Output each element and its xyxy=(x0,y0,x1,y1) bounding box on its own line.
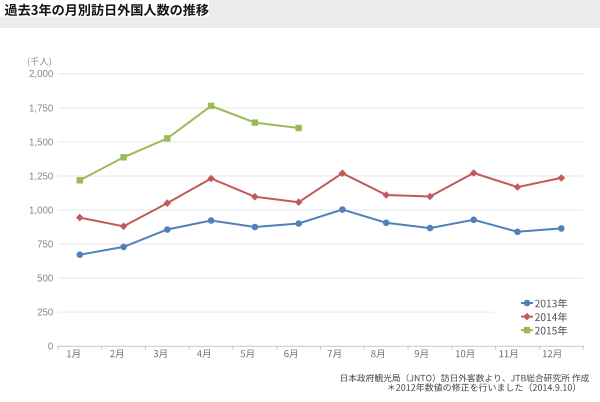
svg-text:2,000: 2,000 xyxy=(29,69,54,80)
svg-text:750: 750 xyxy=(37,239,54,250)
svg-text:1,750: 1,750 xyxy=(29,103,54,114)
svg-text:500: 500 xyxy=(37,274,54,285)
svg-text:1,000: 1,000 xyxy=(29,205,54,216)
svg-text:250: 250 xyxy=(37,308,54,319)
svg-text:1,500: 1,500 xyxy=(29,137,54,148)
svg-text:0: 0 xyxy=(48,342,54,353)
svg-text:1,250: 1,250 xyxy=(29,171,54,182)
